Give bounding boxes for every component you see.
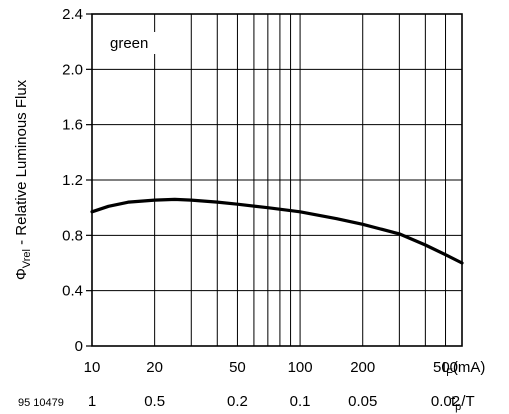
grid-lines — [92, 14, 462, 346]
x2-axis-label-symbol: t — [451, 393, 456, 410]
series-group — [90, 197, 464, 265]
legend-background — [104, 32, 160, 54]
legend-label: green — [110, 35, 148, 52]
x2-axis-label: tp/T — [451, 393, 475, 413]
y-tick-label: 2.4 — [62, 6, 83, 23]
x2-ticks: 1 0.5 0.2 0.1 0.05 0.02 — [88, 393, 460, 410]
y-tick-label: 1.2 — [62, 172, 83, 189]
x-tick-label: 200 — [350, 359, 375, 376]
document-id: 95 10479 — [18, 397, 64, 409]
x-tick-label: 10 — [84, 359, 101, 376]
series-line — [90, 197, 464, 265]
x-axis-label-symbol: I — [442, 359, 446, 376]
x2-tick-label: 1 — [88, 393, 96, 410]
x-tick-label: 20 — [146, 359, 163, 376]
y-axis-label-text: - Relative Luminous Flux — [13, 79, 30, 249]
x-ticks: 10 20 50 100 200 500 — [84, 359, 458, 376]
x2-tick-label: 0.02 — [431, 393, 460, 410]
x-axis-label-subscript: F — [446, 367, 453, 379]
x-tick-label: 100 — [288, 359, 313, 376]
x2-tick-label: 0.05 — [348, 393, 377, 410]
x-axis-label: IF(mA) — [442, 359, 485, 379]
x2-axis-label-suffix: /T — [461, 393, 474, 410]
x2-axis-label-subscript: p — [455, 401, 461, 413]
x2-tick-label: 0.1 — [290, 393, 311, 410]
y-tick-label: 2.0 — [62, 61, 83, 78]
x-tick-label: 500 — [433, 359, 458, 376]
y-tick-label: 0.4 — [62, 283, 83, 300]
y-tick-label: 0.8 — [62, 227, 83, 244]
x2-tick-label: 0.5 — [144, 393, 165, 410]
y-ticks: 0 0.4 0.8 1.2 1.6 2.0 2.4 — [62, 6, 92, 355]
y-axis-label-symbol: Φ — [13, 268, 30, 280]
y-tick-label: 1.6 — [62, 117, 83, 134]
y-tick-label: 0 — [75, 338, 83, 355]
x-tick-label: 50 — [229, 359, 246, 376]
x2-tick-label: 0.2 — [227, 393, 248, 410]
y-axis-label: ΦVrel - Relative Luminous Flux — [13, 79, 33, 280]
y-axis-label-subscript: Vrel — [21, 249, 33, 268]
x-axis-label-unit: (mA) — [453, 359, 486, 376]
